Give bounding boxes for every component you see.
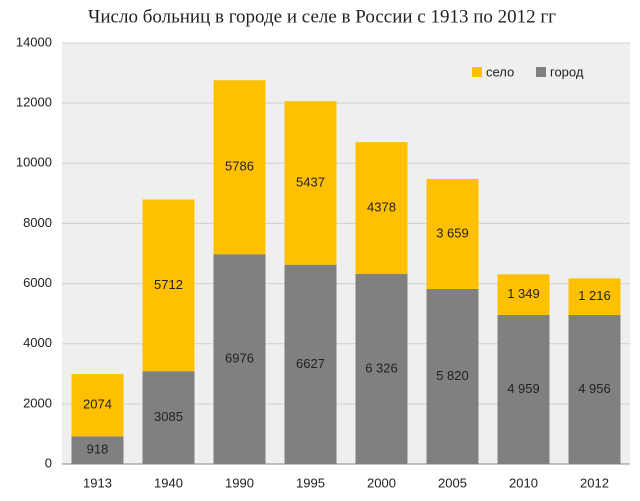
bar-segment — [142, 199, 195, 372]
value-label: 3 659 — [436, 225, 469, 240]
x-tick-label: 2005 — [438, 475, 467, 490]
x-tick-label: 2012 — [580, 475, 609, 490]
y-tick-label: 10000 — [16, 155, 52, 170]
y-tick-label: 4000 — [23, 335, 52, 350]
y-tick-label: 2000 — [23, 395, 52, 410]
y-tick-label: 14000 — [16, 34, 52, 49]
bar-segment — [426, 178, 479, 289]
bar-segment — [497, 274, 550, 315]
x-tick-label: 2000 — [367, 475, 396, 490]
bar-segment — [568, 314, 621, 464]
bar-segment — [213, 80, 266, 255]
bar-segment — [213, 254, 266, 464]
value-label: 2074 — [83, 397, 112, 412]
bar-segment — [355, 142, 408, 274]
bar-segment — [284, 264, 337, 464]
chart-title: Число больниц в городе и селе в России с… — [88, 6, 556, 27]
x-tick-label: 1995 — [296, 475, 325, 490]
value-label: 6627 — [296, 356, 325, 371]
y-tick-label: 8000 — [23, 215, 52, 230]
value-label: 5 820 — [436, 368, 469, 383]
x-tick-label: 1990 — [225, 475, 254, 490]
y-tick-label: 0 — [45, 455, 52, 470]
value-label: 4 956 — [578, 381, 611, 396]
x-tick-label: 1940 — [154, 475, 183, 490]
value-label: 5437 — [296, 174, 325, 189]
y-tick-label: 6000 — [23, 275, 52, 290]
value-label: 4 959 — [507, 381, 540, 396]
legend-label: село — [486, 64, 514, 79]
bar-segment — [497, 314, 550, 464]
value-label: 5712 — [154, 277, 183, 292]
bar-segment — [568, 278, 621, 315]
value-label: 5786 — [225, 159, 254, 174]
y-tick-label: 12000 — [16, 95, 52, 110]
legend-label: город — [550, 64, 584, 79]
value-label: 3085 — [154, 409, 183, 424]
x-tick-label: 1913 — [83, 475, 112, 490]
bar-segment — [284, 101, 337, 265]
bar-segment — [71, 436, 124, 464]
legend-swatch — [472, 67, 482, 77]
value-label: 918 — [87, 442, 109, 457]
value-label: 1 349 — [507, 286, 540, 301]
legend-swatch — [536, 67, 546, 77]
value-label: 4378 — [367, 199, 396, 214]
bar-segment — [355, 273, 408, 464]
bar-segment — [426, 288, 479, 464]
value-label: 6 326 — [365, 360, 398, 375]
bar-segment — [71, 374, 124, 437]
x-tick-label: 2010 — [509, 475, 538, 490]
bar-segment — [142, 371, 195, 464]
value-label: 6976 — [225, 351, 254, 366]
value-label: 1 216 — [578, 288, 611, 303]
